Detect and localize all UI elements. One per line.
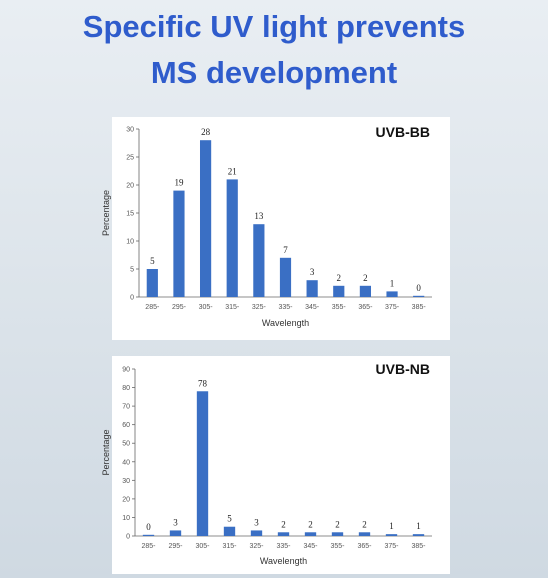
bar-data-label: 2 xyxy=(362,519,367,529)
x-tick-label: 335- xyxy=(276,543,291,550)
y-tick-label: 40 xyxy=(122,459,130,466)
bar-data-label: 2 xyxy=(337,273,342,283)
bar-data-label: 5 xyxy=(227,514,232,524)
x-axis-title: Wavelength xyxy=(260,556,307,566)
bar-data-label: 0 xyxy=(146,522,151,532)
y-axis-title: Percentage xyxy=(101,190,111,236)
bar-data-label: 1 xyxy=(390,278,395,288)
x-axis-title: Wavelength xyxy=(262,318,309,328)
bar-data-label: 13 xyxy=(254,211,264,221)
chart-tag-label: UVB-NB xyxy=(376,361,430,377)
y-tick-label: 20 xyxy=(126,183,134,190)
bar-data-label: 21 xyxy=(228,166,237,176)
x-tick-label: 285- xyxy=(141,543,156,550)
y-tick-label: 70 xyxy=(122,404,130,411)
x-tick-label: 375- xyxy=(384,543,399,550)
bar-chart-uvb-nb: 0 10 20 30 40 50 60 70 80 90 0 285- 3 295- 78 305- 5 315-… xyxy=(101,361,432,566)
bar xyxy=(142,534,155,536)
bar-data-label: 3 xyxy=(173,517,178,527)
bar-data-label: 2 xyxy=(363,273,368,283)
bar xyxy=(146,269,158,297)
bar xyxy=(333,285,345,297)
bar-data-label: 5 xyxy=(150,256,155,266)
bar-data-label: 28 xyxy=(201,127,211,137)
slide-title-line-2: MS development xyxy=(150,55,398,90)
x-tick-label: 345- xyxy=(305,304,320,311)
slide-title: Specific UV light prevents MS developmen… xyxy=(0,4,548,96)
chart-panel-uvb-nb: 0 10 20 30 40 50 60 70 80 90 0 285- 3 295- 78 305- 5 315-… xyxy=(101,356,450,574)
slide-title-line-1: Specific UV light prevents xyxy=(82,9,466,44)
x-tick-label: 305- xyxy=(199,304,214,311)
x-tick-label: 295- xyxy=(172,304,187,311)
y-tick-label: 30 xyxy=(126,127,134,134)
bar xyxy=(173,190,185,297)
bar-data-label: 2 xyxy=(308,519,313,529)
bar-data-label: 2 xyxy=(281,519,286,529)
bar-data-label: 2 xyxy=(335,519,340,529)
bar xyxy=(359,285,372,297)
y-axis-title: Percentage xyxy=(101,429,111,475)
x-tick-label: 325- xyxy=(252,304,267,311)
bar xyxy=(199,140,212,297)
bar-data-label: 1 xyxy=(416,521,421,531)
y-tick-label: 0 xyxy=(126,534,130,541)
x-tick-label: 365- xyxy=(357,543,372,550)
bar xyxy=(226,179,238,297)
bar xyxy=(196,391,209,536)
y-tick-label: 10 xyxy=(122,515,130,522)
x-tick-label: 305- xyxy=(195,543,210,550)
x-tick-label: 375- xyxy=(385,304,400,311)
bar xyxy=(386,291,398,297)
bar-data-label: 78 xyxy=(198,378,208,388)
bar xyxy=(331,532,344,536)
x-tick-label: 325- xyxy=(249,543,264,550)
bar xyxy=(304,532,317,536)
bar xyxy=(277,532,290,536)
x-tick-label: 315- xyxy=(222,543,237,550)
y-tick-label: 5 xyxy=(130,267,134,274)
bar xyxy=(385,534,398,536)
y-tick-label: 25 xyxy=(126,155,134,162)
bar-data-label: 0 xyxy=(416,283,421,293)
x-tick-label: 365- xyxy=(358,304,373,311)
y-tick-label: 30 xyxy=(122,478,130,485)
bar-data-label: 3 xyxy=(310,267,315,277)
y-tick-label: 20 xyxy=(122,496,130,503)
bar xyxy=(306,280,318,297)
bar xyxy=(413,295,425,297)
x-tick-label: 355- xyxy=(332,304,347,311)
x-tick-label: 315- xyxy=(225,304,240,311)
bar xyxy=(223,526,236,536)
x-tick-label: 385- xyxy=(411,543,426,550)
chart-panel-uvb-bb: 0 5 10 15 20 25 30 5 285- 19 295- 28 305- 21 315- 13 325… xyxy=(101,117,450,340)
y-tick-label: 0 xyxy=(130,295,134,302)
y-tick-label: 50 xyxy=(122,441,130,448)
bar xyxy=(253,224,265,297)
bar-chart-uvb-bb: 0510152025305285-19295-28305-21315-13325… xyxy=(101,124,432,328)
x-tick-label: 355- xyxy=(330,543,345,550)
bar-data-label: 3 xyxy=(254,517,259,527)
x-tick-label: 295- xyxy=(168,543,183,550)
y-tick-label: 15 xyxy=(126,211,134,218)
bar xyxy=(279,257,292,297)
bar-data-label: 19 xyxy=(174,178,184,188)
bar xyxy=(412,534,425,536)
y-tick-label: 60 xyxy=(122,422,130,429)
bar-data-label: 1 xyxy=(389,521,394,531)
x-tick-label: 345- xyxy=(303,543,318,550)
bar-data-label: 7 xyxy=(283,245,288,255)
y-tick-label: 10 xyxy=(126,239,134,246)
bar xyxy=(250,530,263,536)
bar xyxy=(358,532,371,536)
x-tick-label: 285- xyxy=(145,304,160,311)
y-tick-label: 80 xyxy=(122,385,130,392)
bar xyxy=(169,530,182,536)
chart-tag-label: UVB-BB xyxy=(376,124,430,140)
y-tick-label: 90 xyxy=(122,367,130,374)
x-tick-label: 385- xyxy=(412,304,427,311)
x-tick-label: 335- xyxy=(278,304,293,311)
